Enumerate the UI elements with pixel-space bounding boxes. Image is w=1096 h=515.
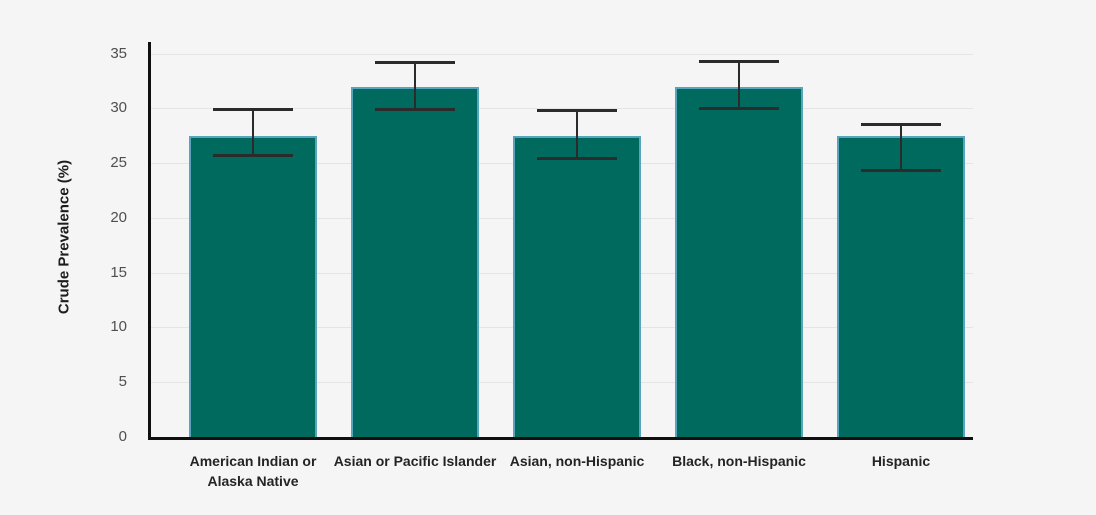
gridline xyxy=(151,53,973,55)
error-bar-cap xyxy=(213,154,293,158)
error-bar-cap xyxy=(699,60,779,64)
y-axis-line xyxy=(148,42,151,440)
error-bar-cap xyxy=(699,107,779,111)
bar[interactable] xyxy=(189,135,317,437)
y-tick-label: 25 xyxy=(110,154,127,172)
x-axis-line xyxy=(151,437,973,440)
x-axis-label: Asian, non-Hispanic xyxy=(509,453,645,469)
y-tick-label: 10 xyxy=(110,318,127,336)
error-bar-cap xyxy=(861,168,941,172)
x-axis-label: American Indian or Alaska Native xyxy=(189,453,317,489)
y-tick-label: 35 xyxy=(110,44,127,62)
error-bar-cap xyxy=(213,108,293,112)
bar[interactable] xyxy=(351,87,479,437)
x-axis-label: Asian or Pacific Islander xyxy=(333,453,497,469)
error-bar-line xyxy=(900,123,902,170)
y-axis-title: Crude Prevalence (%) xyxy=(55,159,73,315)
x-axis-label: Black, non-Hispanic xyxy=(672,453,806,469)
x-axis-label: Hispanic xyxy=(871,453,931,469)
error-bar-line xyxy=(252,109,254,156)
error-bar-line xyxy=(738,61,740,109)
y-tick-label: 15 xyxy=(110,263,127,281)
error-bar-cap xyxy=(537,156,617,160)
plot-area: 0 5 10 15 20 25 30 35 American Indian or Alaska … xyxy=(110,42,973,489)
error-bar-cap xyxy=(861,122,941,126)
y-tick-label: 5 xyxy=(118,373,127,391)
error-bar-line xyxy=(576,110,578,158)
error-bar-cap xyxy=(375,61,455,65)
bar[interactable] xyxy=(675,87,803,437)
bar[interactable] xyxy=(513,135,641,437)
y-tick-label: 30 xyxy=(110,99,127,117)
y-tick-label: 20 xyxy=(110,208,127,226)
gridline xyxy=(151,108,973,110)
y-tick-label: 0 xyxy=(118,428,127,445)
error-bar-cap xyxy=(537,109,617,113)
error-bar-line xyxy=(414,62,416,110)
bar[interactable] xyxy=(837,135,965,437)
error-bar-cap xyxy=(375,108,455,112)
